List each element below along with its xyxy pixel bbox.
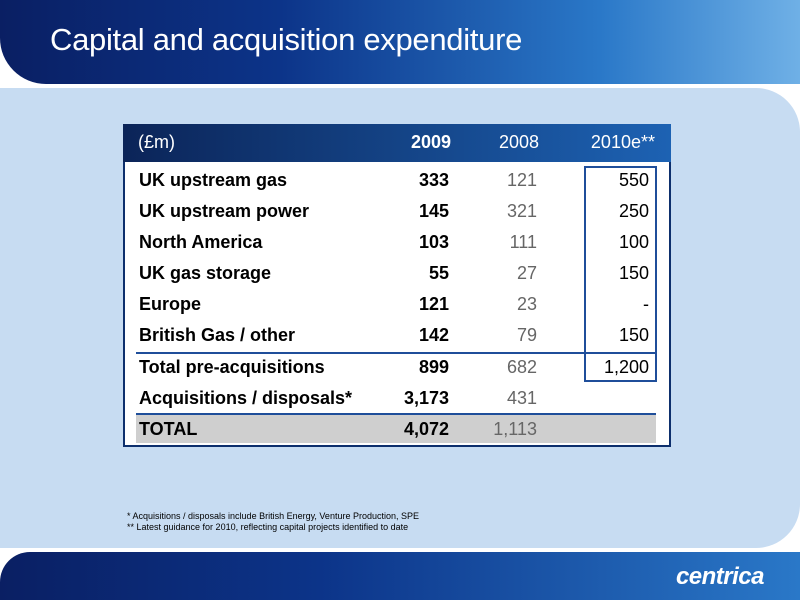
value-2008: 1,113 — [493, 419, 537, 439]
table-row: North America 103 111 100 — [125, 227, 669, 258]
centrica-logo: centrica — [675, 563, 765, 590]
table-row: UK gas storage 55 27 150 — [125, 258, 669, 289]
value-2009: 55 — [428, 263, 449, 283]
value-2010e: 150 — [618, 263, 649, 283]
table-row: Acquisitions / disposals* 3,173 431 — [125, 383, 669, 414]
footnote: * Acquisitions / disposals include Briti… — [127, 511, 419, 521]
table-row: UK upstream gas 333 121 550 — [125, 165, 669, 196]
value-2009: 333 — [418, 170, 449, 190]
header-2009: 2009 — [410, 132, 451, 152]
row-label: UK upstream power — [139, 201, 310, 221]
value-2009: 145 — [418, 201, 449, 221]
footer-band — [0, 552, 800, 600]
value-2009: 103 — [418, 232, 449, 252]
row-label: British Gas / other — [139, 325, 296, 345]
value-2010e: - — [643, 294, 649, 314]
value-2008: 431 — [506, 388, 537, 408]
header-2010e: 2010e** — [590, 132, 655, 152]
table-header — [123, 124, 671, 162]
table-row: UK upstream power 145 321 250 — [125, 196, 669, 227]
value-2008: 23 — [516, 294, 537, 314]
row-label: TOTAL — [139, 419, 198, 439]
total-row-highlight — [136, 415, 656, 443]
value-2010e: 1,200 — [603, 357, 649, 377]
separator-line — [136, 352, 656, 354]
table-row: British Gas / other 142 79 150 — [125, 320, 669, 351]
row-label: UK gas storage — [139, 263, 272, 283]
value-2009: 121 — [418, 294, 449, 314]
value-2008: 682 — [506, 357, 537, 377]
row-label: Acquisitions / disposals* — [139, 388, 353, 408]
value-2009: 4,072 — [403, 419, 449, 439]
value-2008: 111 — [509, 232, 537, 252]
guidance-column-box — [584, 166, 657, 382]
footnotes: * Acquisitions / disposals include Briti… — [127, 511, 419, 533]
value-2008: 79 — [516, 325, 537, 345]
value-2008: 27 — [516, 263, 537, 283]
row-label: Europe — [139, 294, 202, 314]
header-unit: (£m) — [138, 132, 175, 152]
value-2010e: 150 — [618, 325, 649, 345]
value-2008: 121 — [506, 170, 537, 190]
row-label: Total pre-acquisitions — [139, 357, 325, 377]
footnote: ** Latest guidance for 2010, reflecting … — [127, 522, 409, 532]
row-label: UK upstream gas — [139, 170, 288, 190]
value-2009: 3,173 — [403, 388, 449, 408]
table-row-subtotal: Total pre-acquisitions 899 682 1,200 — [125, 352, 669, 383]
header-band — [0, 0, 800, 84]
value-2009: 899 — [418, 357, 449, 377]
value-2010e: 100 — [618, 232, 649, 252]
value-2010e: 550 — [618, 170, 649, 190]
value-2010e: 250 — [618, 201, 649, 221]
value-2009: 142 — [418, 325, 449, 345]
value-2008: 321 — [506, 201, 537, 221]
table-row: Europe 121 23 - — [125, 289, 669, 320]
separator-line — [136, 413, 656, 415]
table-body — [125, 162, 669, 445]
table-row-total: TOTAL 4,072 1,113 — [125, 414, 669, 445]
header-2008: 2008 — [498, 132, 539, 152]
row-label: North America — [139, 232, 263, 252]
page-title: Capital and acquisition expenditure — [50, 22, 523, 57]
